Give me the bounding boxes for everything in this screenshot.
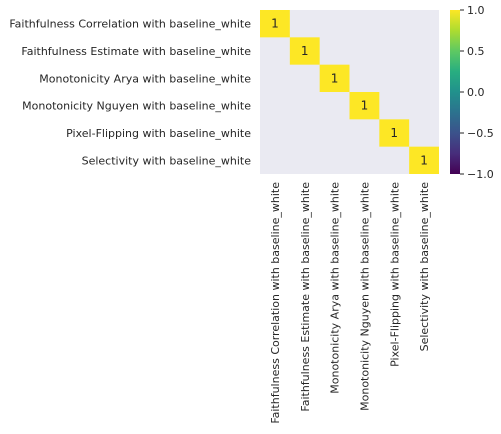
row-label: Pixel-Flipping with baseline_white	[66, 127, 251, 140]
cell-value-label: 1	[331, 71, 339, 85]
heatmap-cell	[289, 37, 320, 65]
column-label: Monotonicity Nguyen with baseline_white	[358, 182, 371, 411]
column-labels: Faithfulness Correlation with baseline_w…	[269, 182, 431, 424]
row-label: Faithfulness Estimate with baseline_whit…	[21, 45, 251, 58]
cell-value-label: 1	[301, 44, 309, 58]
column-label: Monotonicity Arya with baseline_white	[329, 182, 342, 394]
colorbar-tick-label: 0.0	[467, 86, 485, 99]
colorbar	[450, 10, 460, 174]
row-labels: Faithfulness Correlation with baseline_w…	[9, 18, 251, 168]
heatmap-cell	[319, 64, 350, 92]
colorbar-tick-label: 1.0	[467, 4, 485, 17]
heatmap-cells: 1 1 1 1 1 1	[260, 10, 439, 174]
column-label: Faithfulness Correlation with baseline_w…	[269, 182, 282, 424]
heatmap-cell	[349, 92, 380, 120]
column-label: Faithfulness Estimate with baseline_whit…	[299, 182, 312, 412]
row-label: Selectivity with baseline_white	[82, 154, 252, 167]
colorbar-tick-label: −1.0	[467, 168, 494, 181]
row-label: Monotonicity Nguyen with baseline_white	[22, 100, 251, 113]
column-label: Pixel-Flipping with baseline_white	[388, 182, 401, 367]
heatmap-cell	[379, 119, 410, 147]
row-label: Monotonicity Arya with baseline_white	[39, 72, 251, 85]
cell-value-label: 1	[361, 99, 369, 113]
heatmap-cell	[260, 10, 290, 38]
cell-value-label: 1	[420, 153, 428, 167]
cell-value-label: 1	[390, 126, 398, 140]
colorbar-ticks: 1.0 0.5 0.0 −0.5 −1.0	[460, 4, 494, 181]
colorbar-tick-label: −0.5	[467, 127, 494, 140]
column-label: Selectivity with baseline_white	[418, 182, 431, 352]
cell-value-label: 1	[271, 17, 279, 31]
colorbar-tick-label: 0.5	[467, 45, 485, 58]
row-label: Faithfulness Correlation with baseline_w…	[9, 18, 251, 31]
heatmap-cell	[409, 146, 439, 174]
